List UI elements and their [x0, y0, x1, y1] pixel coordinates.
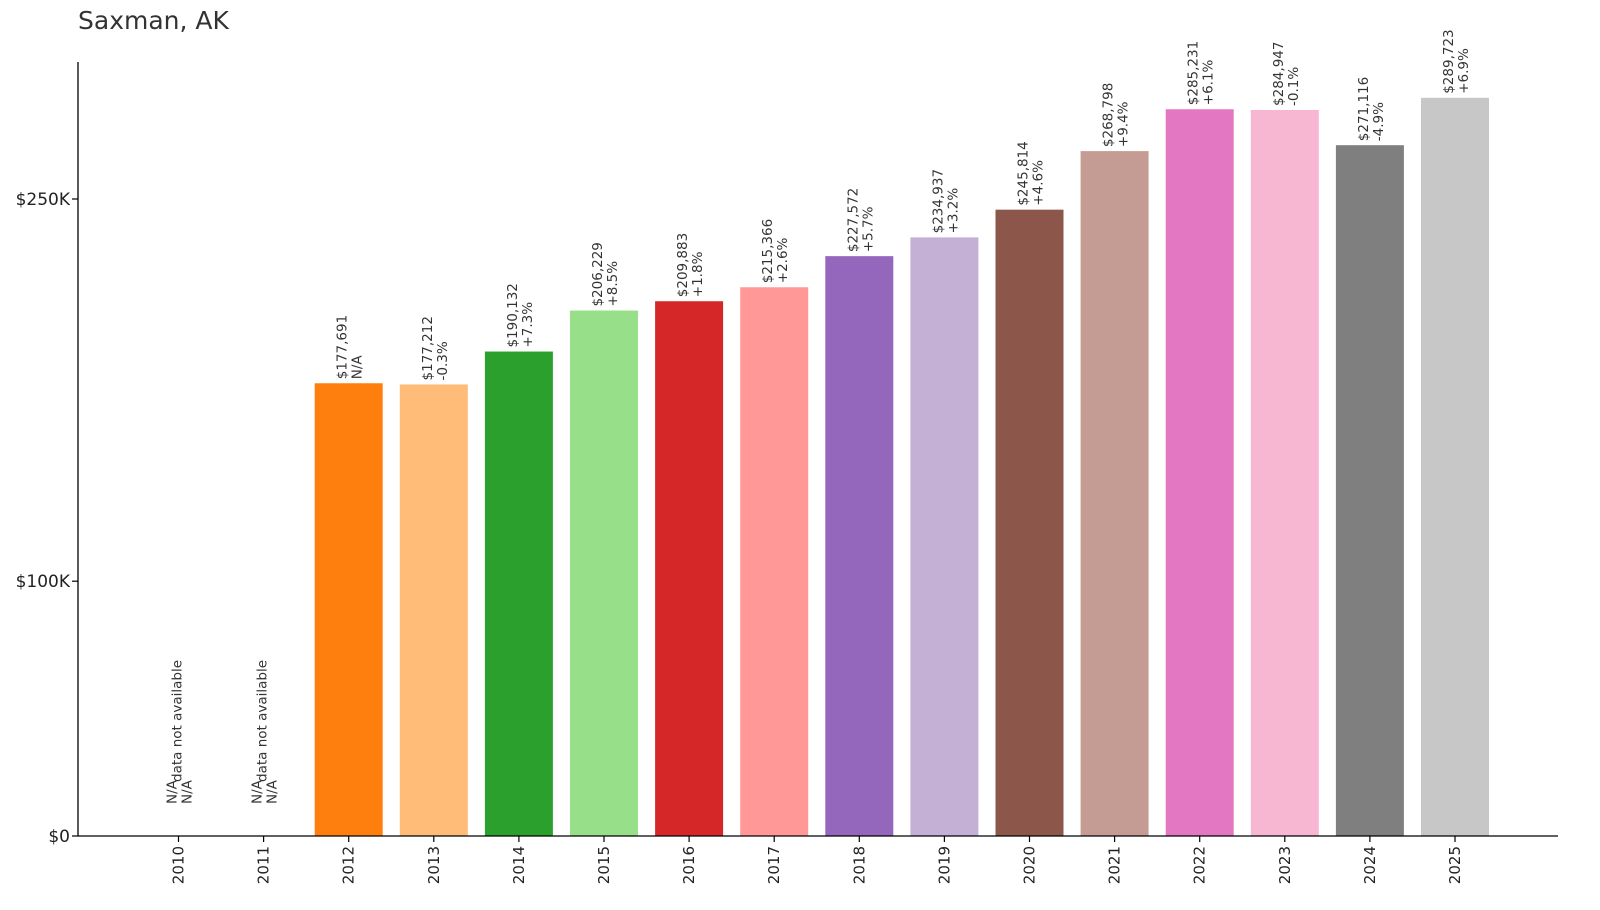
- bar-2016: [655, 301, 724, 836]
- missing-note: data not available: [255, 660, 271, 782]
- bar-2014: [484, 351, 553, 836]
- change-label: +7.3%: [520, 302, 536, 348]
- value-label: $234,937: [930, 169, 946, 233]
- bar-2023: [1250, 109, 1319, 836]
- x-tick-label: 2017: [765, 846, 783, 884]
- change-label: +3.2%: [945, 188, 961, 234]
- y-tick-label: $0: [48, 827, 70, 847]
- value-label: $284,947: [1271, 42, 1287, 106]
- x-tick-label: 2012: [340, 846, 358, 884]
- bar-2015: [570, 310, 638, 836]
- missing-note: data not available: [170, 660, 186, 782]
- bar-2018: [825, 256, 894, 836]
- change-label: +1.8%: [690, 251, 706, 297]
- x-tick-label: 2014: [510, 846, 528, 884]
- change-label: +8.5%: [605, 261, 621, 307]
- bar-2020: [995, 209, 1064, 837]
- change-label: N/A: [265, 779, 281, 804]
- bar-2013: [399, 384, 468, 836]
- value-label: $227,572: [845, 188, 861, 252]
- value-label: $285,231: [1186, 41, 1202, 105]
- value-label: $215,366: [760, 219, 776, 283]
- x-tick-label: 2018: [850, 846, 868, 884]
- value-label: $206,229: [590, 242, 606, 306]
- value-label: $271,116: [1356, 77, 1372, 141]
- x-tick-label: 2021: [1106, 846, 1124, 884]
- bar-2022: [1165, 109, 1234, 836]
- bar-2019: [910, 237, 979, 837]
- y-tick-label: $100K: [16, 572, 71, 592]
- x-tick-label: 2020: [1021, 846, 1039, 884]
- bar-2017: [740, 287, 809, 836]
- change-label: -0.1%: [1286, 67, 1302, 106]
- x-tick-label: 2023: [1276, 846, 1294, 884]
- x-tick-label: 2019: [935, 846, 953, 884]
- change-label: -4.9%: [1371, 102, 1387, 141]
- x-tick-label: 2015: [595, 846, 613, 884]
- value-label: $190,132: [505, 283, 521, 347]
- change-label: +9.4%: [1116, 101, 1132, 147]
- x-tick-label: 2016: [680, 846, 698, 884]
- change-label: -0.3%: [435, 341, 451, 380]
- value-label: $289,723: [1441, 29, 1457, 93]
- y-tick-label: $250K: [16, 190, 71, 210]
- x-tick-label: 2013: [425, 846, 443, 884]
- x-tick-label: 2024: [1361, 846, 1379, 884]
- change-label: +5.7%: [860, 206, 876, 252]
- x-tick-label: 2010: [170, 846, 188, 884]
- value-label: $177,691: [335, 315, 351, 379]
- value-label: $245,814: [1016, 141, 1032, 205]
- bar-2024: [1335, 145, 1404, 837]
- x-tick-label: 2011: [255, 846, 273, 884]
- change-label: N/A: [350, 355, 366, 380]
- x-tick-label: 2022: [1191, 846, 1209, 884]
- value-label: N/A: [250, 779, 266, 804]
- value-label: $177,212: [420, 316, 436, 380]
- change-label: +6.9%: [1456, 48, 1472, 94]
- bar-2021: [1080, 151, 1149, 837]
- change-label: N/A: [180, 779, 196, 804]
- bar-2025: [1421, 97, 1489, 837]
- chart-title: Saxman, AK: [78, 6, 229, 35]
- bar-2012: [314, 383, 383, 836]
- value-label: $268,798: [1101, 83, 1117, 147]
- x-tick-label: 2025: [1446, 846, 1464, 884]
- change-label: +2.6%: [775, 237, 791, 283]
- change-label: +4.6%: [1031, 160, 1047, 206]
- value-label: $209,883: [675, 233, 691, 297]
- change-label: +6.1%: [1201, 59, 1217, 105]
- value-label: N/A: [165, 779, 181, 804]
